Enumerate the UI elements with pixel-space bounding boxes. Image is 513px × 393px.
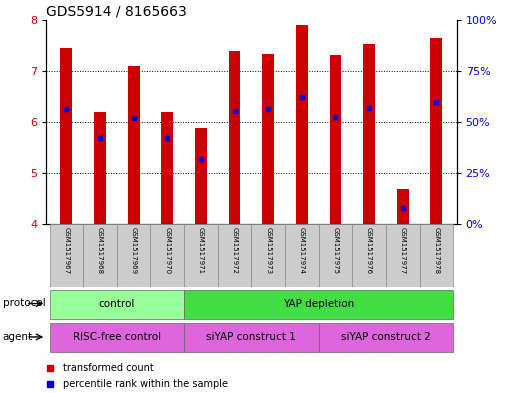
Bar (296, 25, 308, 224)
Bar (117, 224, 150, 287)
Text: control: control (98, 299, 135, 309)
Bar (229, 51, 241, 224)
Bar (128, 66, 140, 224)
Bar (352, 224, 386, 287)
Bar (162, 112, 173, 224)
Bar (397, 189, 409, 224)
Bar (251, 224, 285, 287)
Text: GSM1517978: GSM1517978 (433, 227, 440, 274)
Bar (363, 44, 375, 224)
Bar (94, 112, 106, 224)
Text: GSM1517974: GSM1517974 (299, 227, 305, 274)
Bar (50, 224, 83, 287)
Bar (285, 224, 319, 287)
Bar (386, 224, 420, 287)
Text: protocol: protocol (3, 298, 45, 309)
Bar (150, 224, 184, 287)
Text: transformed count: transformed count (63, 362, 153, 373)
Bar (50, 323, 184, 352)
Text: GSM1517972: GSM1517972 (231, 227, 238, 274)
Bar (262, 54, 274, 224)
Bar (184, 290, 453, 319)
Bar (83, 224, 117, 287)
Bar (218, 224, 251, 287)
Bar (319, 323, 453, 352)
Bar (329, 55, 341, 224)
Bar (420, 224, 453, 287)
Text: GSM1517973: GSM1517973 (265, 227, 271, 274)
Text: GSM1517975: GSM1517975 (332, 227, 339, 274)
Text: GDS5914 / 8165663: GDS5914 / 8165663 (46, 4, 187, 18)
Text: GSM1517971: GSM1517971 (198, 227, 204, 274)
Bar (319, 224, 352, 287)
Text: GSM1517968: GSM1517968 (97, 227, 103, 274)
Text: GSM1517976: GSM1517976 (366, 227, 372, 274)
Text: agent: agent (3, 332, 33, 342)
Bar (50, 290, 184, 319)
Text: siYAP construct 2: siYAP construct 2 (341, 332, 431, 342)
Bar (61, 48, 72, 224)
Text: GSM1517977: GSM1517977 (400, 227, 406, 274)
Bar (195, 128, 207, 224)
Bar (184, 323, 319, 352)
Text: siYAP construct 1: siYAP construct 1 (207, 332, 296, 342)
Text: GSM1517967: GSM1517967 (63, 227, 69, 274)
Bar (184, 224, 218, 287)
Text: YAP depletion: YAP depletion (283, 299, 354, 309)
Bar (430, 38, 442, 224)
Text: RISC-free control: RISC-free control (73, 332, 161, 342)
Text: percentile rank within the sample: percentile rank within the sample (63, 379, 228, 389)
Text: GSM1517969: GSM1517969 (131, 227, 136, 274)
Text: GSM1517970: GSM1517970 (164, 227, 170, 274)
